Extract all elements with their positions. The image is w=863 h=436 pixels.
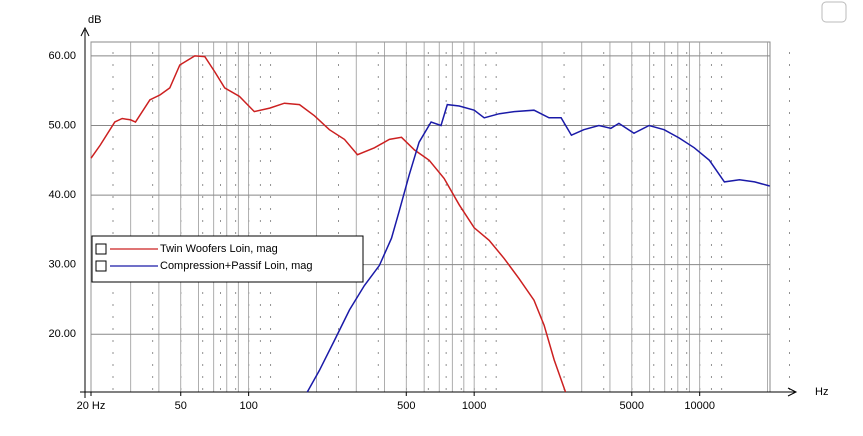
x-tick-label: 1000	[462, 400, 486, 412]
x-axis-arrow	[787, 387, 798, 397]
plot-area: 20.00 30.00 40.00 50.00 60.00 20 Hz 50 100 500 10…	[48, 26, 798, 412]
legend-checkbox[interactable]	[95, 243, 107, 255]
legend-checkbox[interactable]	[95, 260, 107, 272]
legend-box	[91, 235, 364, 283]
y-tick-label: 30.00	[48, 259, 76, 271]
x-tick-label: 500	[397, 400, 415, 412]
y-tick-label: 50.00	[48, 119, 76, 131]
corner-button[interactable]	[821, 1, 847, 23]
x-tick-label: 5000	[620, 400, 644, 412]
x-tick-label: 20 Hz	[77, 400, 106, 412]
y-axis-arrow	[80, 26, 90, 37]
y-tick-label: 60.00	[48, 50, 76, 62]
legend-label: Compression+Passif Loin, mag	[160, 260, 313, 272]
legend-label: Twin Woofers Loin, mag	[160, 243, 278, 255]
x-tick-label: 10000	[684, 400, 715, 412]
y-tick-label: 40.00	[48, 189, 76, 201]
series-line	[306, 103, 770, 393]
plot-frame	[90, 41, 771, 393]
x-axis-label: Hz	[815, 386, 828, 398]
series-line	[90, 55, 567, 393]
y-tick-label: 20.00	[48, 328, 76, 340]
x-tick-label: 100	[239, 400, 257, 412]
y-axis-label: dB	[88, 14, 101, 26]
x-tick-label: 50	[175, 400, 187, 412]
